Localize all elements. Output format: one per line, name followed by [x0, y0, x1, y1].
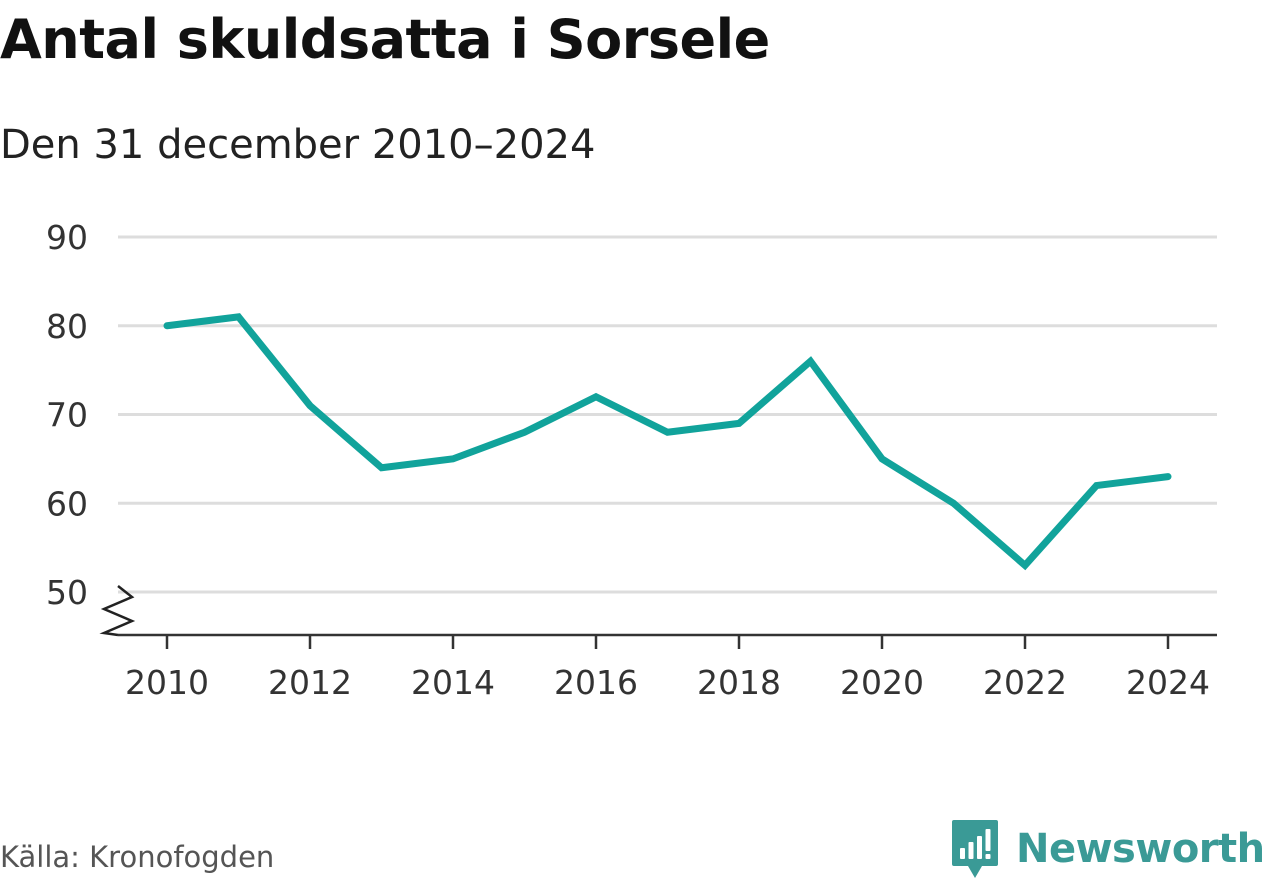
chart-subtitle: Den 31 december 2010–2024 — [0, 122, 596, 168]
series-group — [163, 313, 1172, 571]
y-tick-label-60: 60 — [46, 484, 88, 523]
x-tick-label-2020: 2020 — [840, 663, 924, 702]
y-axis-labels: 50 60 70 80 90 — [46, 218, 88, 612]
x-tick-label-2012: 2012 — [268, 663, 352, 702]
axis-break-icon — [99, 585, 136, 637]
x-tick-label-2018: 2018 — [697, 663, 781, 702]
y-tick-label-80: 80 — [46, 307, 88, 346]
x-axis-labels: 2010 2012 2014 2016 2018 2020 2022 2024 — [125, 663, 1210, 702]
source-note: Källa: Kronofogden — [0, 840, 275, 874]
x-tick-label-2016: 2016 — [554, 663, 638, 702]
x-tick-label-2022: 2022 — [983, 663, 1067, 702]
y-tick-label-90: 90 — [46, 218, 88, 257]
brand-name: Newsworthy — [1016, 826, 1262, 872]
y-tick-label-50: 50 — [46, 573, 88, 612]
chart-title: Antal skuldsatta i Sorsele — [0, 8, 770, 71]
x-tick-label-2010: 2010 — [125, 663, 209, 702]
x-tick-label-2024: 2024 — [1126, 663, 1210, 702]
x-axis — [99, 585, 1217, 649]
y-tick-label-70: 70 — [46, 396, 88, 435]
series-line-0 — [163, 313, 1172, 571]
gridlines — [118, 235, 1217, 594]
x-tick-label-2014: 2014 — [411, 663, 495, 702]
newsworthy-logo-icon — [952, 820, 998, 878]
brand-logo: Newsworthy — [950, 818, 1262, 880]
